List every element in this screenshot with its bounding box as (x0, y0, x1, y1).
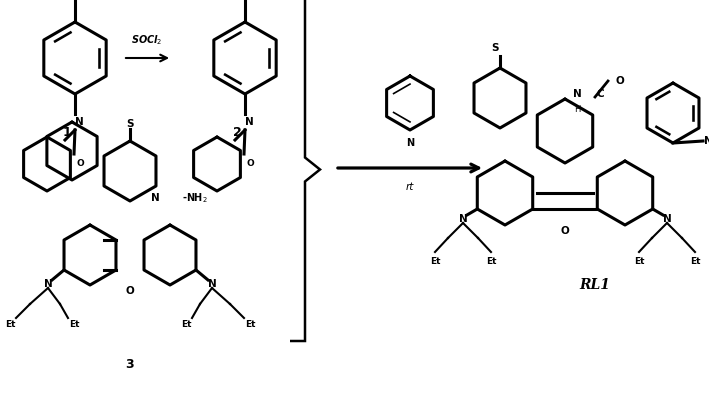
Text: Et: Et (69, 320, 79, 329)
Text: rt: rt (406, 182, 414, 192)
Text: N: N (459, 214, 467, 224)
Text: S: S (491, 43, 498, 53)
Text: O: O (615, 76, 625, 86)
Text: O: O (76, 159, 84, 169)
Text: 2: 2 (233, 126, 241, 138)
Text: Et: Et (486, 257, 496, 266)
Text: N: N (208, 279, 216, 289)
Text: N: N (150, 193, 160, 203)
Text: RL1: RL1 (579, 278, 610, 292)
Text: S: S (126, 119, 134, 129)
Text: O: O (125, 286, 135, 296)
Text: N: N (406, 138, 414, 148)
Text: N: N (663, 214, 671, 224)
Text: Et: Et (634, 257, 644, 266)
Text: Et: Et (690, 257, 700, 266)
Text: -NH$_2$: -NH$_2$ (182, 191, 208, 205)
Text: 3: 3 (125, 358, 134, 372)
Text: O: O (246, 159, 254, 169)
Text: Et: Et (5, 320, 16, 329)
Text: C: C (596, 89, 604, 99)
Text: Et: Et (181, 320, 191, 329)
Text: SOCl$_2$: SOCl$_2$ (131, 33, 163, 47)
Text: Et: Et (245, 320, 255, 329)
Text: N: N (74, 117, 84, 127)
Text: H: H (574, 104, 580, 114)
Text: Et: Et (430, 257, 440, 266)
Text: N: N (44, 279, 52, 289)
Text: N: N (703, 136, 709, 146)
Text: N: N (245, 117, 253, 127)
Text: 1: 1 (62, 126, 72, 138)
Text: O: O (561, 226, 569, 236)
Text: N: N (573, 89, 581, 99)
